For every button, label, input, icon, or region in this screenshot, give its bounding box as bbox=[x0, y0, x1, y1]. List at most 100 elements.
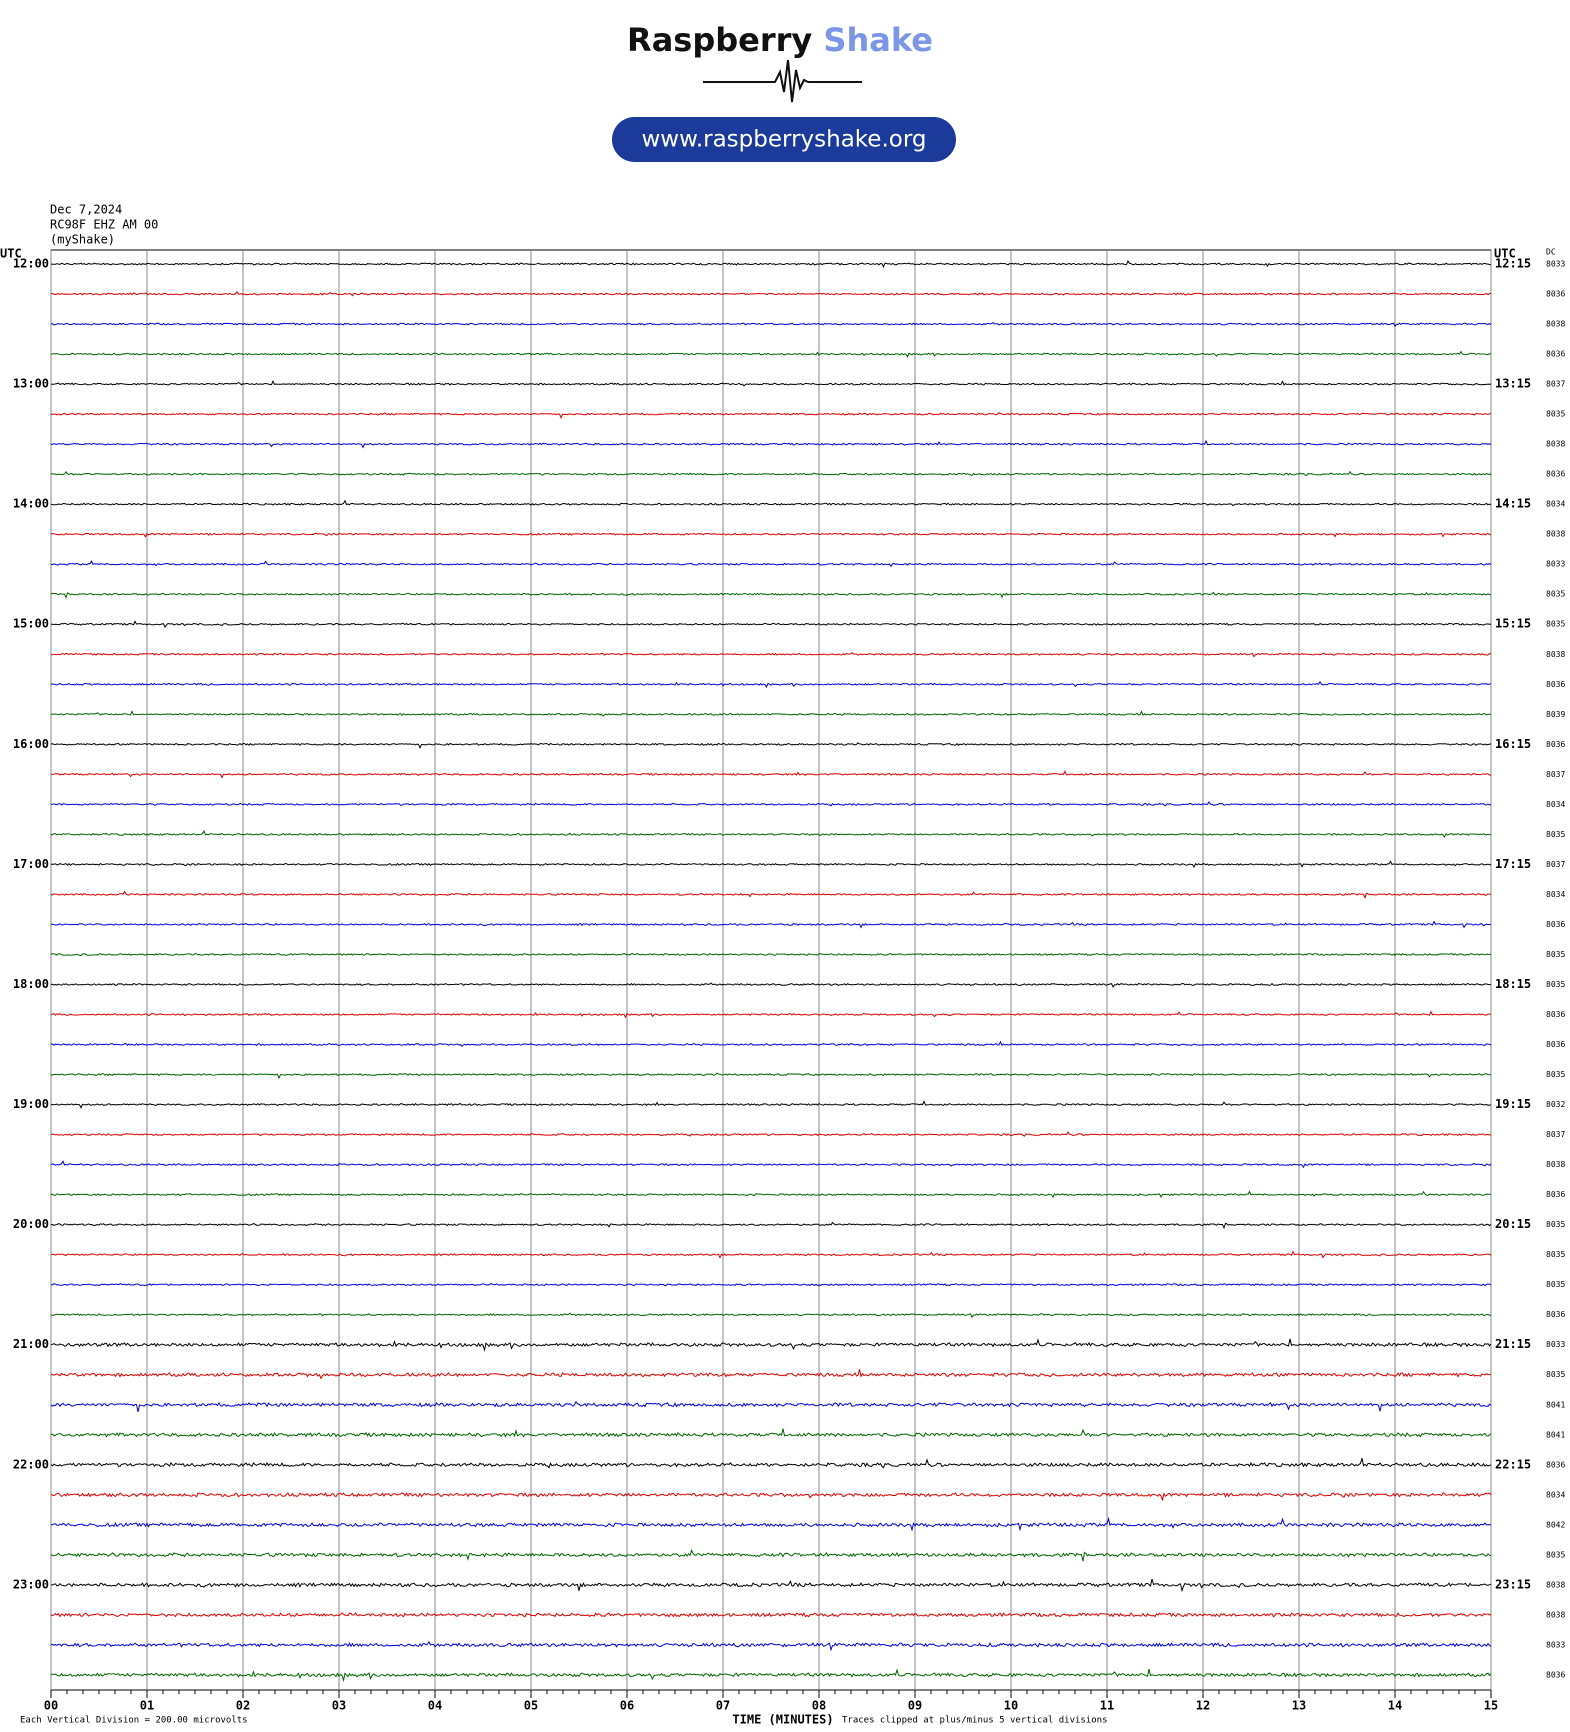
scale-note: Each Vertical Division = 200.00 microvol… bbox=[20, 1716, 248, 1726]
x-tick-label: 15 bbox=[1484, 1699, 1498, 1713]
trace bbox=[50, 1578, 1492, 1593]
trace bbox=[50, 860, 1491, 868]
x-tick-label: 01 bbox=[140, 1699, 154, 1713]
right-time-label: 12:15 bbox=[1495, 257, 1531, 271]
trace bbox=[50, 560, 1492, 568]
dc-value: 8035 bbox=[1546, 1550, 1565, 1559]
dc-value: 8038 bbox=[1546, 650, 1565, 659]
dc-value: 8033 bbox=[1546, 1340, 1565, 1349]
x-tick-label: 09 bbox=[908, 1699, 922, 1713]
dc-value: 8037 bbox=[1546, 770, 1565, 779]
dc-value: 8036 bbox=[1546, 1010, 1565, 1019]
trace bbox=[50, 1312, 1491, 1319]
x-tick-label: 10 bbox=[1004, 1699, 1018, 1713]
x-tick-label: 07 bbox=[716, 1699, 730, 1713]
dc-value: 8037 bbox=[1546, 380, 1565, 389]
dc-value: 8036 bbox=[1546, 470, 1565, 479]
dc-value: 8038 bbox=[1546, 1160, 1565, 1169]
dc-value: 8041 bbox=[1546, 1400, 1565, 1409]
left-time-label: 16:00 bbox=[13, 737, 49, 751]
left-time-label: 22:00 bbox=[13, 1457, 49, 1471]
trace bbox=[50, 1072, 1492, 1080]
trace bbox=[50, 411, 1492, 419]
dc-value: 8035 bbox=[1546, 1280, 1565, 1289]
x-tick-label: 04 bbox=[428, 1699, 442, 1713]
trace bbox=[50, 1131, 1492, 1137]
trace bbox=[50, 350, 1492, 358]
trace bbox=[50, 1640, 1492, 1652]
trace bbox=[50, 1491, 1492, 1502]
trace bbox=[50, 1283, 1492, 1287]
left-time-label: 21:00 bbox=[13, 1337, 49, 1351]
left-time-label: 13:00 bbox=[13, 377, 49, 391]
trace bbox=[50, 1549, 1492, 1562]
dc-value: 8034 bbox=[1546, 890, 1565, 899]
right-time-label: 14:15 bbox=[1495, 497, 1531, 511]
trace bbox=[50, 321, 1492, 328]
header-line: RC98F EHZ AM 00 bbox=[50, 218, 158, 232]
dc-value: 8038 bbox=[1546, 1580, 1565, 1589]
dc-value: 8035 bbox=[1546, 950, 1565, 959]
header-line: (myShake) bbox=[50, 233, 115, 247]
dc-label: DC bbox=[1546, 248, 1556, 257]
dc-value: 8036 bbox=[1546, 1670, 1565, 1679]
trace bbox=[50, 591, 1492, 599]
x-axis-title: TIME (MINUTES) bbox=[732, 1713, 833, 1727]
dc-value: 8033 bbox=[1546, 560, 1565, 569]
dc-value: 8036 bbox=[1546, 740, 1565, 749]
logo-wave bbox=[703, 59, 862, 103]
right-time-label: 19:15 bbox=[1495, 1097, 1531, 1111]
x-tick-label: 08 bbox=[812, 1699, 826, 1713]
trace bbox=[50, 1457, 1492, 1469]
dc-value: 8038 bbox=[1546, 1610, 1565, 1619]
dc-value: 8035 bbox=[1546, 1220, 1565, 1229]
x-tick-label: 11 bbox=[1100, 1699, 1114, 1713]
trace bbox=[50, 920, 1492, 929]
trace bbox=[50, 439, 1492, 449]
dc-value: 8039 bbox=[1546, 710, 1565, 719]
trace bbox=[50, 1400, 1492, 1413]
trace bbox=[50, 620, 1492, 629]
trace bbox=[50, 1190, 1492, 1199]
x-tick-label: 12 bbox=[1196, 1699, 1210, 1713]
logo-brand: Raspberry bbox=[627, 21, 812, 59]
dc-value: 8034 bbox=[1546, 500, 1565, 509]
right-time-label: 15:15 bbox=[1495, 617, 1531, 631]
right-time-label: 13:15 bbox=[1495, 377, 1531, 391]
right-time-label: 18:15 bbox=[1495, 977, 1531, 991]
url-text: www.raspberryshake.org bbox=[642, 127, 927, 153]
left-time-label: 23:00 bbox=[13, 1577, 49, 1591]
dc-value: 8036 bbox=[1546, 680, 1565, 689]
dc-value: 8038 bbox=[1546, 320, 1565, 329]
trace bbox=[50, 260, 1492, 269]
trace bbox=[50, 952, 1492, 957]
trace bbox=[50, 1338, 1492, 1352]
trace bbox=[50, 800, 1492, 807]
logo-text: Raspberry Shake bbox=[627, 21, 933, 59]
dc-value: 8038 bbox=[1546, 530, 1565, 539]
dc-value: 8035 bbox=[1546, 1370, 1565, 1379]
trace bbox=[50, 1668, 1492, 1683]
header-line: Dec 7,2024 bbox=[50, 203, 122, 217]
trace bbox=[50, 532, 1491, 538]
dc-value: 8038 bbox=[1546, 440, 1565, 449]
trace bbox=[50, 1612, 1492, 1618]
trace bbox=[50, 470, 1492, 477]
trace bbox=[51, 770, 1492, 779]
right-time-label: 23:15 bbox=[1495, 1577, 1531, 1591]
trace bbox=[50, 652, 1492, 658]
clip-note: Traces clipped at plus/minus 5 vertical … bbox=[842, 1716, 1108, 1726]
trace bbox=[50, 1040, 1492, 1048]
utc-label: UTC bbox=[1494, 247, 1516, 261]
left-time-label: 20:00 bbox=[13, 1217, 49, 1231]
dc-value: 8035 bbox=[1546, 620, 1565, 629]
right-time-label: 16:15 bbox=[1495, 737, 1531, 751]
trace bbox=[50, 1160, 1492, 1169]
trace bbox=[50, 290, 1492, 297]
trace bbox=[51, 710, 1492, 717]
trace bbox=[50, 982, 1491, 988]
trace bbox=[50, 499, 1492, 507]
dc-value: 8033 bbox=[1546, 260, 1565, 269]
dc-value: 8035 bbox=[1546, 1070, 1565, 1079]
